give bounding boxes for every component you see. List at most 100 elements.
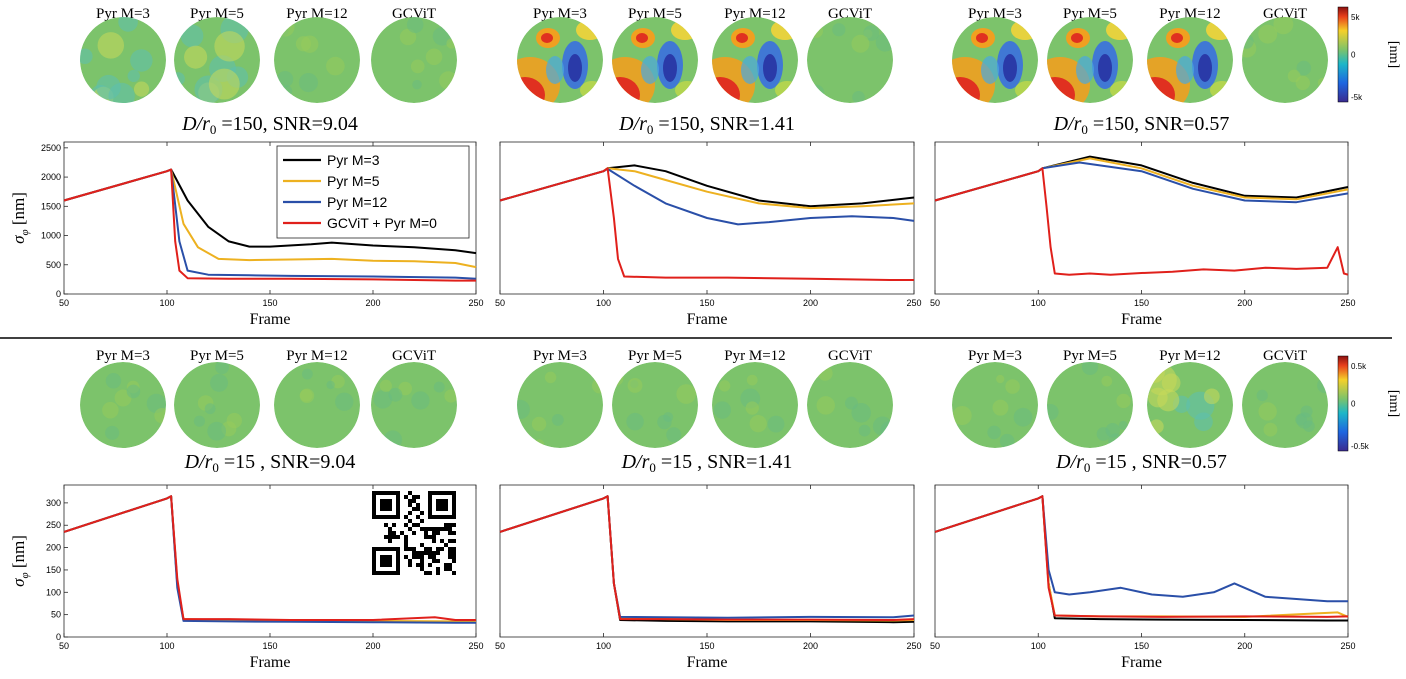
x-tick-label: 50	[59, 298, 69, 308]
colorbar-tick: -0.5k	[1351, 442, 1370, 451]
series-line	[934, 495, 1349, 618]
phase-map	[1147, 17, 1233, 103]
image-label: Pyr M=3	[96, 348, 150, 364]
image-label: GCViT	[1263, 348, 1307, 364]
panel-title: D/r0 =150, SNR=9.04	[181, 113, 358, 137]
series-line	[934, 167, 1349, 276]
series-line	[63, 495, 476, 621]
legend-entry: Pyr M=5	[327, 173, 380, 189]
y-tick-label: 0	[56, 632, 61, 642]
x-tick-label: 150	[699, 641, 714, 651]
image-label: Pyr M=5	[1063, 6, 1117, 22]
image-label: Pyr M=3	[533, 348, 587, 364]
y-tick-label: 2000	[41, 172, 61, 182]
x-tick-label: 150	[699, 298, 714, 308]
phase-map	[1047, 17, 1133, 103]
colorbar-tick: 5k	[1351, 13, 1360, 22]
phase-map	[80, 362, 166, 448]
phase-map	[612, 17, 698, 103]
image-label: GCViT	[828, 6, 872, 22]
line-chart: 50 100 150 200 250 Frame	[930, 484, 1356, 671]
phase-map	[1242, 362, 1328, 448]
x-tick-label: 250	[906, 298, 921, 308]
panel-title: D/r0 =15 , SNR=1.41	[621, 451, 793, 475]
series-line	[63, 168, 477, 255]
image-label: Pyr M=5	[190, 6, 244, 22]
image-label: Pyr M=12	[1159, 348, 1220, 364]
colorbar-tick: -5k	[1351, 93, 1363, 102]
image-label: Pyr M=5	[190, 348, 244, 364]
colorbar-unit: [nm]	[1386, 41, 1401, 68]
legend-entry: Pyr M=3	[327, 152, 380, 168]
y-tick-label: 0	[56, 289, 61, 299]
image-label: Pyr M=3	[96, 6, 150, 22]
x-axis-label: Frame	[1121, 654, 1162, 671]
phase-map	[174, 362, 260, 448]
x-tick-label: 50	[59, 641, 69, 651]
y-tick-label: 200	[46, 543, 61, 553]
y-axis-label: σφ [nm]	[9, 192, 31, 244]
legend-entry: Pyr M=12	[327, 194, 388, 210]
phase-map	[174, 17, 260, 103]
x-axis-label: Frame	[250, 654, 291, 671]
x-tick-label: 100	[1031, 641, 1046, 651]
phase-map	[612, 362, 698, 448]
x-tick-label: 200	[1237, 641, 1252, 651]
y-tick-label: 1000	[41, 231, 61, 241]
line-chart: 50 100 150 200 250 Frame	[495, 484, 922, 671]
y-tick-label: 1500	[41, 201, 61, 211]
image-label: Pyr M=5	[628, 6, 682, 22]
x-tick-label: 100	[596, 298, 611, 308]
phase-map	[712, 17, 798, 103]
image-label: Pyr M=3	[533, 6, 587, 22]
x-tick-label: 200	[365, 298, 380, 308]
colorbar-tick: 0	[1351, 400, 1356, 409]
panel-title: D/r0 =150, SNR=0.57	[1053, 113, 1230, 137]
x-tick-label: 200	[1237, 298, 1252, 308]
phase-map	[807, 17, 893, 103]
phase-map	[1047, 362, 1133, 448]
x-tick-label: 50	[930, 641, 940, 651]
x-axis-label: Frame	[250, 311, 291, 328]
y-tick-label: 300	[46, 498, 61, 508]
colorbar-tick: 0.5k	[1351, 362, 1367, 371]
y-tick-label: 100	[46, 587, 61, 597]
phase-map	[712, 362, 798, 448]
phase-map	[274, 362, 360, 448]
x-tick-label: 250	[1340, 298, 1355, 308]
series-line	[63, 168, 476, 282]
colorbar-unit: [nm]	[1386, 390, 1401, 417]
x-axis-label: Frame	[687, 311, 728, 328]
x-tick-label: 100	[159, 641, 174, 651]
x-tick-label: 50	[930, 298, 940, 308]
image-label: GCViT	[392, 6, 436, 22]
phase-map	[517, 362, 603, 448]
x-tick-label: 250	[1340, 641, 1355, 651]
phase-map	[80, 17, 166, 103]
x-tick-label: 100	[1031, 298, 1046, 308]
phase-map	[517, 17, 603, 103]
x-axis-label: Frame	[687, 654, 728, 671]
series-line	[499, 495, 915, 621]
x-tick-label: 200	[803, 298, 818, 308]
phase-map	[952, 17, 1038, 103]
qr-code	[372, 491, 456, 575]
colorbar	[1337, 6, 1349, 103]
x-tick-label: 50	[495, 641, 505, 651]
y-axis-label: σφ [nm]	[9, 535, 31, 587]
series-line	[499, 167, 914, 281]
phase-map	[274, 17, 360, 103]
image-label: Pyr M=3	[968, 348, 1022, 364]
image-label: Pyr M=3	[968, 6, 1022, 22]
x-tick-label: 200	[365, 641, 380, 651]
phase-map	[1147, 362, 1233, 448]
x-tick-label: 100	[159, 298, 174, 308]
panel-title: D/r0 =150, SNR=1.41	[618, 113, 795, 137]
x-tick-label: 250	[468, 641, 483, 651]
image-label: Pyr M=12	[724, 348, 785, 364]
image-label: Pyr M=5	[628, 348, 682, 364]
x-tick-label: 150	[1134, 641, 1149, 651]
y-tick-label: 50	[51, 610, 61, 620]
image-label: Pyr M=12	[286, 348, 347, 364]
